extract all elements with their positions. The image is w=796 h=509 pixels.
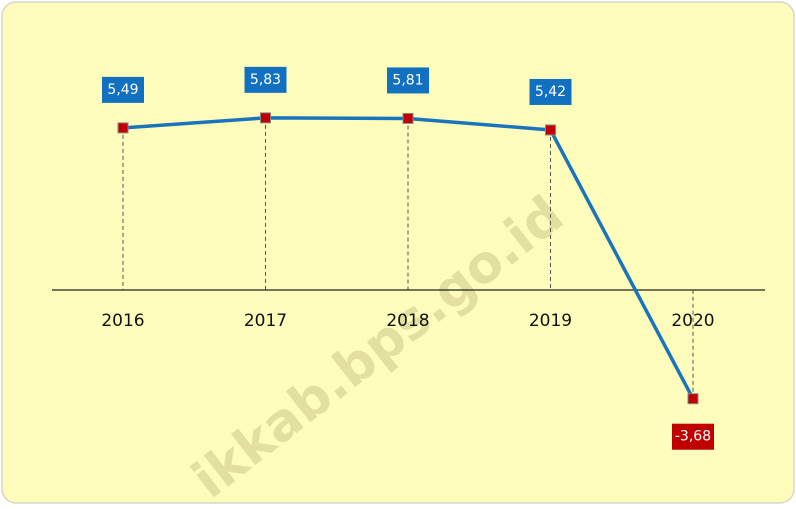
x-tick-label: 2019 [529, 311, 572, 331]
marker [260, 112, 271, 124]
x-tick-label: 2017 [244, 311, 287, 331]
data-label-box [672, 423, 714, 450]
data-label: 5,81 [392, 72, 423, 88]
data-label: 5,83 [250, 72, 281, 88]
x-tick-label: 2016 [101, 311, 144, 331]
x-tick-label: 2018 [386, 311, 429, 331]
data-label-box [529, 78, 572, 105]
marker [402, 112, 414, 124]
data-label: 5,42 [535, 84, 566, 100]
data-label: -3,68 [675, 429, 711, 445]
data-label-box [387, 67, 429, 94]
data-label: 5,49 [107, 82, 138, 98]
data-label-box [244, 66, 287, 93]
marker [687, 393, 699, 405]
data-label-box [102, 76, 144, 103]
marker [117, 122, 129, 134]
marker [545, 124, 556, 136]
x-tick-label: 2020 [671, 311, 714, 331]
